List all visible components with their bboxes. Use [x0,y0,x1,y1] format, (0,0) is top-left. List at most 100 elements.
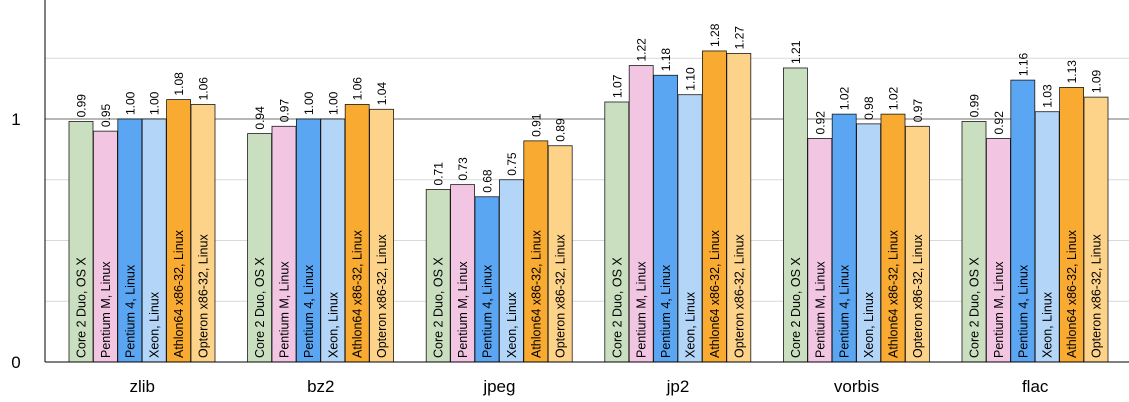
bar-series-label: Pentium M, Linux [813,261,827,358]
category-label: jp2 [666,377,690,396]
bar-series-label: Xeon, Linux [505,291,519,358]
bar-value-label: 0.97 [911,99,925,123]
bar-value-label: 0.95 [99,103,113,127]
bar-series-label: Pentium M, Linux [278,261,292,358]
bar-series-label: Pentium M, Linux [99,261,113,358]
bar-series-label: Xeon, Linux [862,291,876,358]
category-labels: zlib bz2 jpeg jp2 vorbis flac [129,377,1048,396]
bar [905,125,930,363]
bar [141,118,167,363]
bar-series-label: Xeon, Linux [326,291,340,358]
bar [547,145,573,363]
bar-value-label: 0.75 [505,152,519,176]
bar-value-label: 1.22 [635,38,649,62]
bar-series-label: Core 2 Duo, OS X [253,257,267,358]
y-axis-ticks: 01 [11,110,20,372]
bar-series-label: Opteron x86-32, Linux [554,234,568,358]
bar-value-label: 1.28 [708,23,722,47]
bar [677,94,703,363]
bar-value-label: 0.92 [813,111,827,135]
bar-series-label: Core 2 Duo, OS X [610,257,624,358]
bar [117,118,143,363]
bar [247,133,273,363]
bar-series-label: Pentium 4, Linux [1016,264,1030,358]
bar-value-label: 0.99 [75,94,89,118]
bar-value-label: 1.08 [172,72,186,96]
bar-series-label: Core 2 Duo, OS X [75,257,89,358]
bar-series-label: Opteron x86-32, Linux [197,234,211,358]
bar-value-label: 1.00 [123,91,137,115]
value-labels: Core 2 Duo, OS X 0.99 Pentium M, Linux 0.95… [75,23,1104,358]
bar-series-label: Athlon64 x86-32, Linux [887,229,901,358]
bar [653,74,678,363]
category-label: vorbis [834,377,879,396]
bar-series-label: Core 2 Duo, OS X [432,257,446,358]
bar-value-label: 1.00 [148,91,162,115]
bar [498,179,524,363]
bar [425,189,451,363]
bar [369,108,395,363]
bar [961,121,987,363]
bar-series-label: Xeon, Linux [148,291,162,358]
bar-series-label: Athlon64 x86-32, Linux [708,229,722,358]
bar [320,118,346,363]
bar-series-label: Athlon64 x86-32, Linux [172,229,186,358]
bar-series-label: Core 2 Duo, OS X [789,257,803,358]
bar-value-label: 1.00 [302,91,316,115]
bar-value-label: 1.16 [1016,52,1030,76]
bar [604,101,630,363]
bar-series-label: Pentium 4, Linux [838,264,852,358]
y-tick-label: 1 [11,110,20,129]
bar-value-label: 1.03 [1041,84,1055,108]
bar-value-label: 1.06 [351,77,365,101]
bar [1059,87,1084,363]
bar-series-label: Athlon64 x86-32, Linux [1065,229,1079,358]
bar-series-label: Pentium M, Linux [992,261,1006,358]
bar-value-label: 1.04 [375,82,389,106]
grid-lines [45,57,1129,302]
bar-series-label: Pentium 4, Linux [481,264,495,358]
bar [628,65,654,363]
bar [856,123,881,363]
bar-value-label: 0.71 [432,162,446,186]
bar-series-label: Opteron x86-32, Linux [1090,234,1104,358]
bar-series-label: Pentium 4, Linux [302,264,316,358]
bar [807,138,833,363]
bar-value-label: 0.91 [529,113,543,137]
y-tick-label: 0 [11,353,20,372]
bar [831,113,857,363]
bar-series-label: Athlon64 x86-32, Linux [529,229,543,358]
bar-value-label: 1.02 [838,86,852,110]
bar-value-label: 0.94 [253,106,267,130]
bar-series-label: Xeon, Linux [1041,291,1055,358]
category-label: flac [1022,377,1049,396]
bar-value-label: 0.68 [481,169,495,193]
bar [783,67,808,363]
bar-value-label: 0.98 [862,96,876,120]
bar-value-label: 1.13 [1065,60,1079,84]
bar-series-label: Opteron x86-32, Linux [375,234,389,358]
bar [190,104,216,363]
bar [344,104,370,363]
bar [880,113,906,363]
bar-series-label: Pentium M, Linux [456,261,470,358]
bar-value-label: 1.06 [197,77,211,101]
bars [68,50,1109,363]
bar-series-label: Pentium 4, Linux [123,264,137,358]
bar-series-label: Xeon, Linux [684,291,698,358]
bar-value-label: 0.92 [992,111,1006,135]
bar [1034,111,1060,363]
bar-value-label: 1.07 [610,74,624,98]
bar-value-label: 0.73 [456,157,470,181]
bar-series-label: Opteron x86-32, Linux [911,234,925,358]
category-label: zlib [129,377,155,396]
bar-series-label: Opteron x86-32, Linux [732,234,746,358]
bar [523,140,549,363]
bar-value-label: 1.18 [659,48,673,72]
bar [166,99,192,363]
bar-value-label: 1.00 [326,91,340,115]
bar-series-label: Pentium 4, Linux [659,264,673,358]
bar-value-label: 0.89 [554,118,568,142]
bar-value-label: 0.99 [968,94,982,118]
